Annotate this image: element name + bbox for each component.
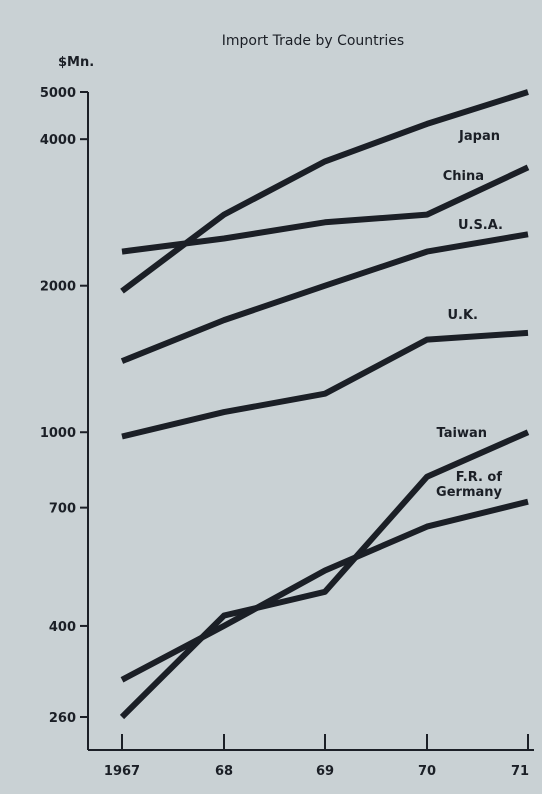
- y-tick-label: 1000: [40, 426, 76, 441]
- series-labels: Japan China U.S.A. U.K. Taiwan F.R. of Germany: [436, 129, 503, 500]
- series-line: [120, 498, 529, 683]
- chart-title: Import Trade by Countries: [222, 33, 404, 49]
- y-tick-label: 5000: [40, 86, 76, 101]
- x-tick-label: 68: [215, 764, 233, 779]
- series-line: [119, 429, 530, 720]
- series-label: U.S.A.: [458, 218, 503, 233]
- x-tick-label: 1967: [104, 764, 140, 779]
- y-tick-label: 700: [49, 502, 76, 517]
- y-tick-label: 2000: [40, 280, 76, 295]
- series-line: [121, 329, 529, 440]
- series-label: Japan: [458, 129, 500, 144]
- series-line: [121, 164, 530, 255]
- series-label: China: [443, 169, 484, 184]
- series-lines: [119, 89, 530, 720]
- x-tick-label: 71: [511, 764, 529, 779]
- series-line: [120, 231, 529, 364]
- x-tick-label: 70: [418, 764, 436, 779]
- series-label: Taiwan: [437, 426, 487, 441]
- y-tick-label: 400: [49, 620, 76, 635]
- axes: [87, 92, 534, 751]
- series-label: F.R. of Germany: [436, 470, 502, 500]
- y-tick-label: 4000: [40, 133, 76, 148]
- series-label: U.K.: [447, 308, 478, 323]
- x-tick-label: 69: [316, 764, 334, 779]
- y-tick-label: 260: [49, 711, 76, 726]
- tick-labels: 260 400 700 1000 2000 4000 5000 1967 68 69 70 71: [40, 86, 529, 779]
- y-axis-unit-label: $Mn.: [58, 55, 94, 70]
